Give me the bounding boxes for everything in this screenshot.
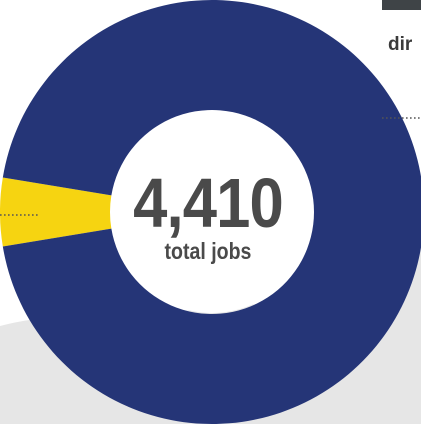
total-jobs-label: total jobs (164, 238, 252, 264)
slice-highlight (0, 177, 112, 247)
corner-block (382, 0, 421, 10)
partial-label: dir (388, 34, 413, 55)
donut-hole (111, 111, 313, 313)
center-label: 4,410 total jobs (110, 164, 306, 264)
total-jobs-value: 4,410 (133, 164, 284, 242)
